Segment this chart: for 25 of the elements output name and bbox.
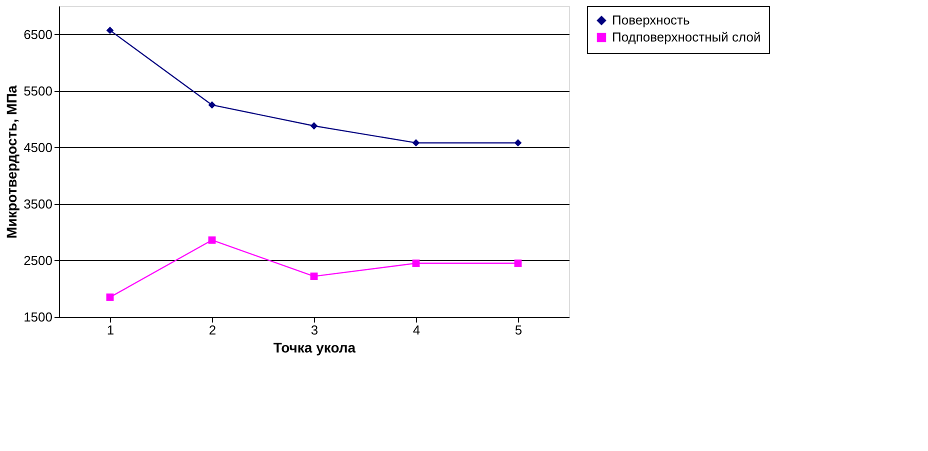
- point: [310, 272, 318, 280]
- point: [412, 139, 420, 147]
- x-tick-label: 5: [514, 322, 522, 338]
- legend-label: Поверхность: [612, 12, 690, 28]
- legend-label: Подповерхностный слой: [612, 30, 761, 44]
- y-tick-label: 5500: [24, 83, 52, 98]
- y-axis-title: Микротвердость, МПа: [4, 85, 20, 239]
- x-axis-title: Точка укола: [273, 340, 356, 356]
- point: [514, 260, 522, 267]
- point: [208, 101, 216, 109]
- x-tick-label: 3: [310, 322, 318, 338]
- y-tick-label: 6500: [24, 26, 52, 42]
- y-tick-label: 2500: [24, 252, 52, 268]
- point: [106, 294, 114, 301]
- y-tick-label: 3500: [24, 196, 52, 212]
- x-tick-label: 1: [106, 322, 114, 338]
- point: [310, 122, 318, 130]
- x-tick-label: 4: [412, 322, 420, 338]
- x-tick-label: 2: [208, 322, 216, 338]
- point: [412, 260, 420, 267]
- point: [514, 139, 522, 147]
- point: [208, 236, 216, 244]
- y-tick-label: 4500: [24, 140, 52, 155]
- y-tick-label: 1500: [24, 310, 52, 324]
- point: [106, 26, 114, 34]
